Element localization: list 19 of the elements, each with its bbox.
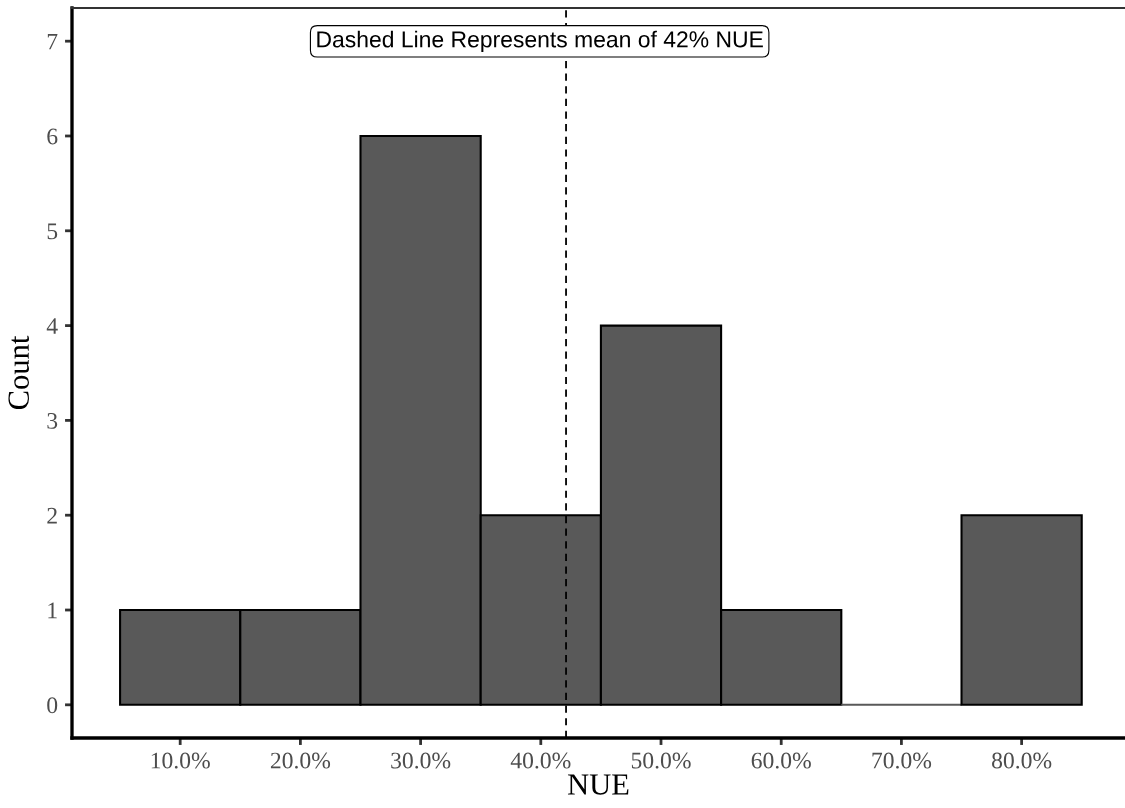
x-tick-label: 80.0% xyxy=(992,752,1052,769)
y-tick-label: 7 xyxy=(47,33,58,50)
x-tick-label: 30.0% xyxy=(391,752,451,769)
x-tick-label: 50.0% xyxy=(631,752,691,769)
y-tick-label: 6 xyxy=(47,128,58,145)
y-tick-label: 5 xyxy=(47,223,58,240)
x-axis-title: NUE xyxy=(567,774,629,795)
x-tick-label: 70.0% xyxy=(872,752,932,769)
x-tick-label: 60.0% xyxy=(751,752,811,769)
x-tick-label: 10.0% xyxy=(151,752,210,769)
y-tick-label: 2 xyxy=(47,507,57,524)
y-axis-title: Count xyxy=(8,335,29,410)
y-tick-label: 1 xyxy=(48,602,57,619)
x-tick-label: 20.0% xyxy=(270,752,331,769)
x-tick-label: 40.0% xyxy=(510,752,571,769)
y-tick-label: 4 xyxy=(46,318,58,334)
y-tick-label: 0 xyxy=(47,697,58,714)
ref-line-label: Dashed Line Represents mean of 42% NUE xyxy=(317,30,763,53)
y-tick-label: 3 xyxy=(47,412,58,429)
